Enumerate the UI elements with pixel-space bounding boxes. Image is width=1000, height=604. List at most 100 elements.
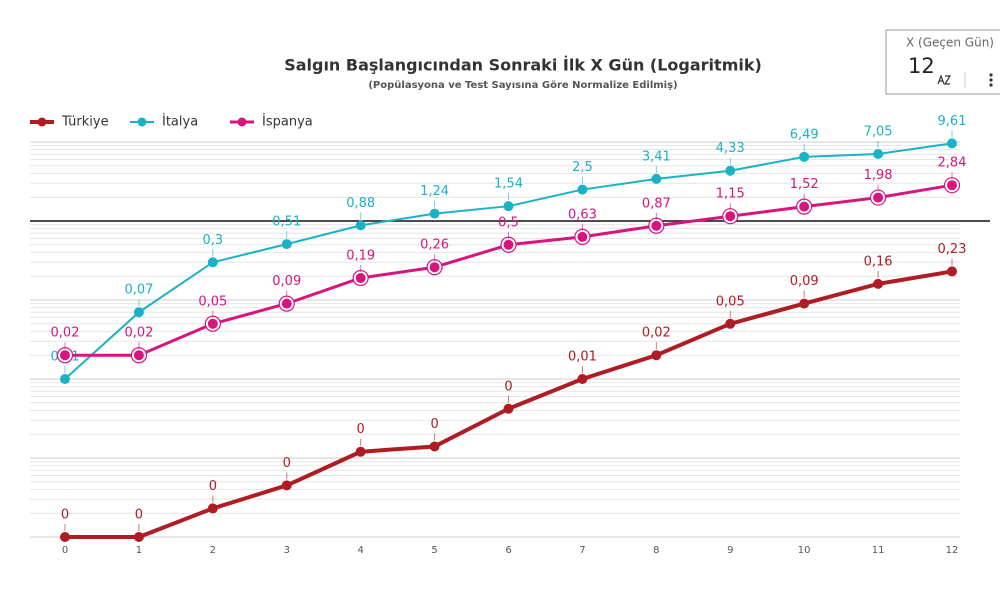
marker xyxy=(133,307,144,318)
marker xyxy=(207,318,218,329)
data-label: 0 xyxy=(430,417,438,432)
marker xyxy=(577,231,588,242)
marker xyxy=(281,480,292,491)
marker xyxy=(651,173,662,184)
legend-label: İtalya xyxy=(162,114,198,130)
sort-glyph xyxy=(937,74,952,85)
data-label: 0 xyxy=(357,422,365,437)
control-label: X (Geçen Gün) xyxy=(906,36,994,50)
data-label: 4,33 xyxy=(716,141,745,156)
menu-button[interactable] xyxy=(989,73,993,87)
data-label: 0 xyxy=(209,479,217,494)
series: 0,01 0,07 0,3 0,51 0,88 1,24 1,54 2,5 3,41 4,33 6,… xyxy=(51,114,967,384)
marker xyxy=(873,192,884,203)
marker xyxy=(947,138,957,149)
data-label: 0,88 xyxy=(346,196,375,211)
marker xyxy=(873,278,884,289)
data-label: 0,02 xyxy=(642,326,671,341)
data-label: 0,23 xyxy=(938,242,967,257)
marker xyxy=(947,180,957,191)
data-label: 0,51 xyxy=(272,215,301,230)
marker xyxy=(281,239,292,250)
data-label: 0,16 xyxy=(864,254,893,269)
marker xyxy=(651,350,662,361)
legend-label: İspanya xyxy=(262,114,313,130)
marker xyxy=(799,151,810,162)
marker xyxy=(725,318,736,329)
legend-marker xyxy=(137,117,147,127)
series: 0,02 0,02 0,05 0,09 0,19 0,26 0,5 0,63 0,87 1,15 1… xyxy=(51,156,967,364)
marker xyxy=(799,201,810,212)
marker xyxy=(429,208,440,219)
grid xyxy=(30,141,960,538)
legend-item[interactable]: İspanya xyxy=(230,114,313,130)
marker xyxy=(207,257,218,268)
legend-marker xyxy=(237,117,247,127)
marker xyxy=(651,220,662,231)
control-value[interactable]: 12 xyxy=(908,54,935,78)
marker xyxy=(281,298,292,309)
data-label: 0,09 xyxy=(790,274,819,289)
data-label: 0,19 xyxy=(346,248,375,263)
data-label: 9,61 xyxy=(938,114,967,129)
data-label: 1,52 xyxy=(790,177,819,192)
x-tick-label: 10 xyxy=(798,545,811,556)
marker xyxy=(60,350,70,361)
marker xyxy=(725,165,736,176)
data-label: 0,3 xyxy=(202,233,223,248)
data-label: 0,07 xyxy=(124,283,153,298)
x-tick-label: 2 xyxy=(210,545,216,556)
data-label: 1,24 xyxy=(420,184,449,199)
marker xyxy=(503,239,514,250)
data-label: 2,5 xyxy=(572,160,593,175)
legend-item[interactable]: İtalya xyxy=(130,114,198,130)
data-label: 0,02 xyxy=(51,326,80,341)
x-tick-label: 0 xyxy=(62,545,68,556)
legend-item[interactable]: Türkiye xyxy=(30,115,109,130)
control-box[interactable]: X (Geçen Gün) 12 xyxy=(885,29,1000,95)
data-label: 0,5 xyxy=(498,215,519,230)
data-label: 1,98 xyxy=(864,168,893,183)
x-tick-label: 3 xyxy=(284,545,290,556)
marker xyxy=(577,374,588,384)
data-label: 1,54 xyxy=(494,177,523,192)
data-label: 0,09 xyxy=(272,274,301,289)
data-label: 0,02 xyxy=(124,326,153,341)
x-tick-label: 4 xyxy=(357,545,363,556)
marker xyxy=(207,503,218,514)
data-label: 0,26 xyxy=(420,238,449,253)
x-tick-label: 8 xyxy=(653,545,659,556)
x-tick-label: 7 xyxy=(579,545,585,556)
legend-marker xyxy=(37,117,47,127)
marker xyxy=(60,374,70,384)
x-tick-label: 1 xyxy=(136,545,142,556)
x-tick-label: 12 xyxy=(946,545,959,556)
data-label: 0,63 xyxy=(568,207,597,222)
marker xyxy=(355,272,366,283)
sort-icon[interactable] xyxy=(937,74,952,85)
chart-subtitle: (Popülasyona ve Test Sayısına Göre Norma… xyxy=(368,80,677,91)
data-label: 0,01 xyxy=(568,350,597,365)
menu-dot xyxy=(989,78,993,82)
marker xyxy=(60,532,70,542)
data-label: 0 xyxy=(135,508,143,523)
data-label: 0,87 xyxy=(642,196,671,211)
marker xyxy=(577,184,588,195)
marker xyxy=(133,532,144,542)
marker xyxy=(429,262,440,273)
menu-dot xyxy=(989,73,993,77)
legend-label: Türkiye xyxy=(61,115,109,130)
data-label: 0 xyxy=(504,379,512,394)
marker xyxy=(355,220,366,231)
data-label: 3,41 xyxy=(642,149,671,164)
menu-dot xyxy=(989,83,993,87)
data-label: 0 xyxy=(283,456,291,471)
x-tick-label: 5 xyxy=(431,545,437,556)
x-tick-label: 11 xyxy=(872,545,885,556)
marker xyxy=(873,148,884,159)
data-label: 2,84 xyxy=(938,156,967,171)
data-label: 0,05 xyxy=(198,294,227,309)
marker xyxy=(133,350,144,361)
